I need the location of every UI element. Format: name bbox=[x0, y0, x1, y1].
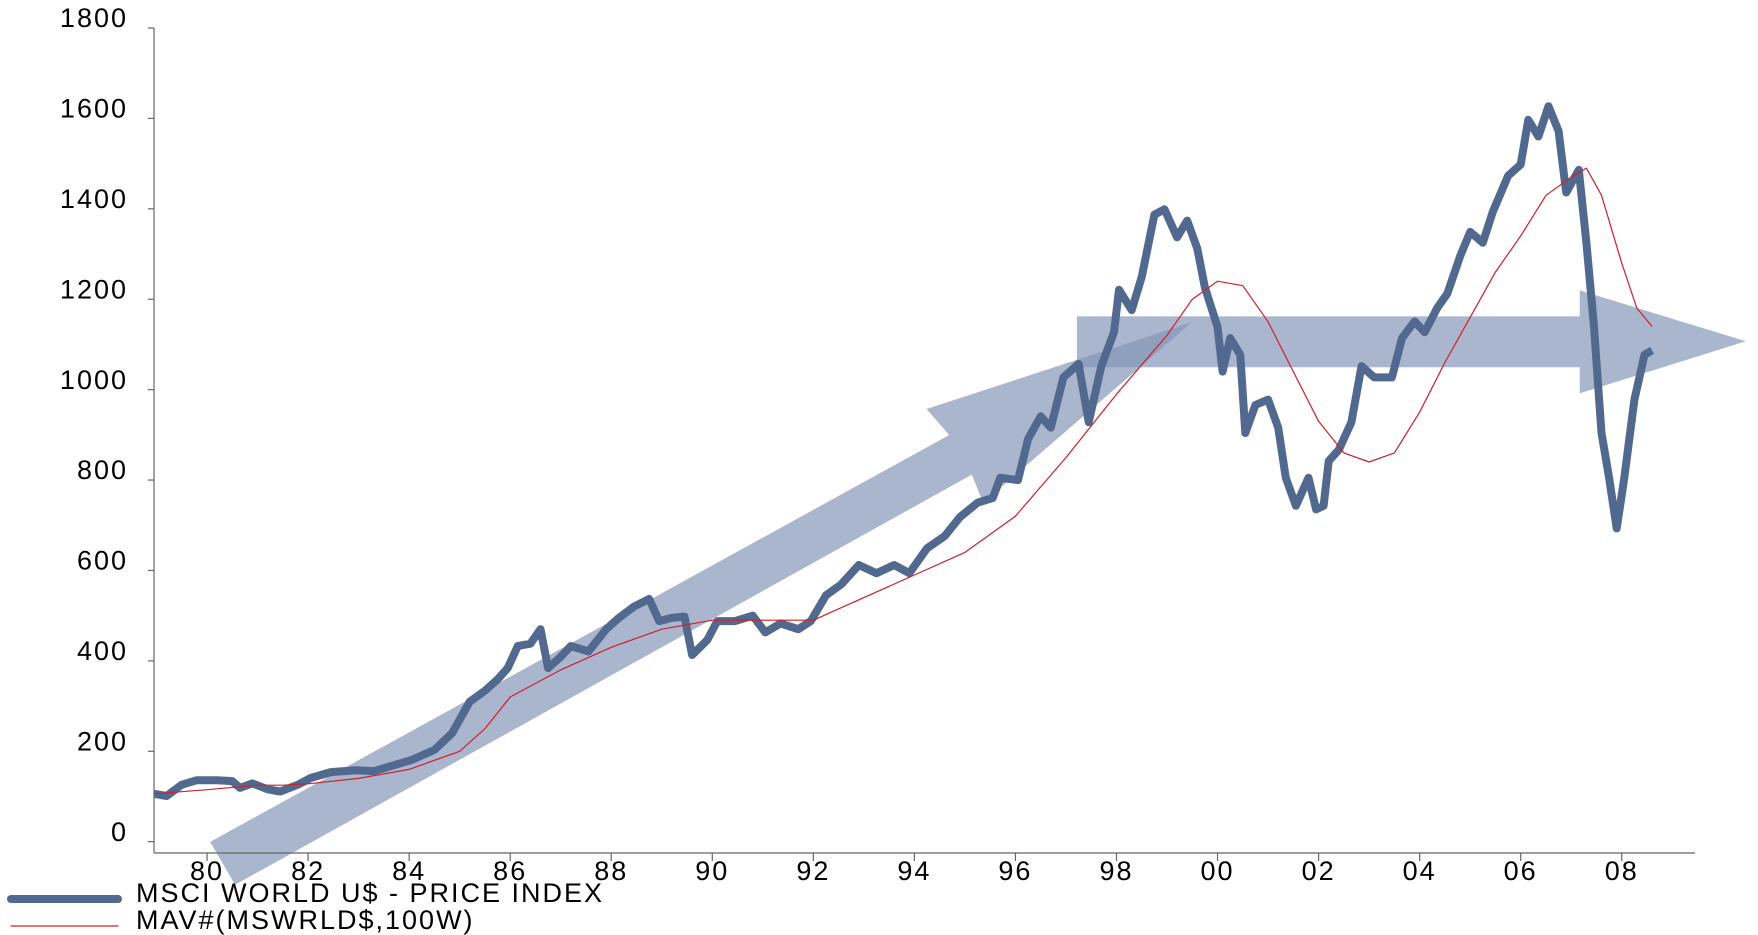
x-tick-label: 98 bbox=[1099, 856, 1133, 886]
x-tick-label: 84 bbox=[392, 856, 426, 886]
y-tick-label: 200 bbox=[77, 726, 128, 756]
x-tick-label: 08 bbox=[1605, 856, 1639, 886]
y-tick-label: 1400 bbox=[60, 184, 128, 214]
x-tick-label: 88 bbox=[594, 856, 628, 886]
x-tick-label: 00 bbox=[1201, 856, 1235, 886]
y-tick-label: 0 bbox=[111, 817, 128, 847]
x-tick-label: 02 bbox=[1302, 856, 1336, 886]
x-tick-label: 80 bbox=[190, 856, 224, 886]
x-tick-label: 96 bbox=[998, 856, 1032, 886]
x-tick-label: 06 bbox=[1504, 856, 1538, 886]
series-line bbox=[153, 167, 1653, 795]
y-tick-label: 600 bbox=[77, 546, 128, 576]
legend-label: MAV#(MSWRLD$,100W) bbox=[136, 905, 475, 935]
trend-arrows bbox=[210, 290, 1746, 885]
y-tick-label: 1800 bbox=[60, 3, 128, 33]
x-tick-label: 86 bbox=[493, 856, 527, 886]
y-tick-label: 1600 bbox=[60, 94, 128, 124]
rising-arrow bbox=[210, 322, 1193, 885]
x-tick-label: 04 bbox=[1403, 856, 1437, 886]
y-tick-label: 1200 bbox=[60, 274, 128, 304]
y-tick-label: 400 bbox=[77, 636, 128, 666]
x-tick-label: 94 bbox=[897, 856, 931, 886]
x-tick-label: 82 bbox=[291, 856, 325, 886]
flat-arrow bbox=[1076, 290, 1746, 394]
x-tick-label: 92 bbox=[796, 856, 830, 886]
x-tick-label: 90 bbox=[695, 856, 729, 886]
y-tick-label: 1000 bbox=[60, 365, 128, 395]
series-line bbox=[153, 102, 1655, 800]
legend-label: MSCI WORLD U$ - PRICE INDEX bbox=[136, 878, 604, 908]
y-tick-label: 800 bbox=[77, 455, 128, 485]
